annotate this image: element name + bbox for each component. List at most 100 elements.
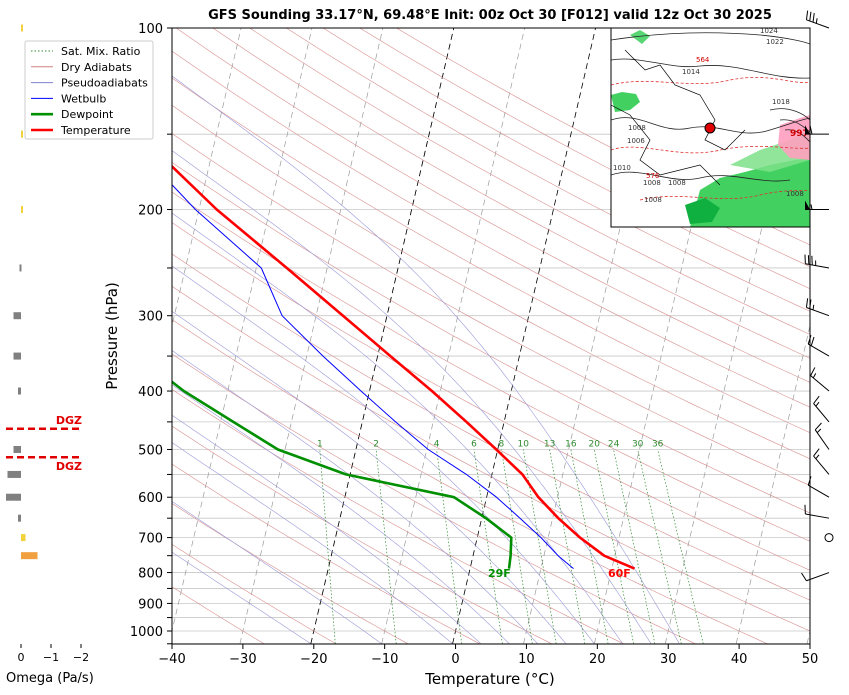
mixing-ratio-line (549, 449, 586, 644)
isotherm-line (381, 28, 526, 644)
mixing-ratio-label: 24 (608, 439, 620, 449)
mixing-ratio-label: 30 (632, 439, 644, 449)
legend: Sat. Mix. Ratio Dry Adiabats Pseudoadiabat… (24, 40, 154, 140)
x-tick-label: 0 (451, 652, 459, 667)
inset-map-precip-area (611, 92, 640, 112)
x-axis-ticks: −40 −30 −20 −10 0 10 20 30 40 50 (158, 644, 818, 667)
dry-adiabat-line (172, 253, 810, 601)
legend-box (24, 40, 154, 140)
wind-barb (807, 335, 830, 357)
x-tick-label: −40 (158, 652, 185, 667)
legend-label: Sat. Mix. Ratio (61, 45, 141, 58)
inset-map-contour-label: 1006 (627, 137, 645, 145)
x-tick-label: 40 (731, 652, 748, 667)
omega-bar (21, 534, 26, 542)
mixing-ratio-line (501, 449, 533, 644)
wind-barb (814, 422, 830, 450)
dry-adiabat-line (249, 28, 810, 335)
y-tick-label: 400 (138, 385, 163, 400)
pseudoadiabat-line (172, 75, 680, 644)
dry-adiabat-line (172, 463, 480, 644)
omega-bar (21, 130, 23, 138)
omega-bar (21, 552, 38, 560)
omega-bar (7, 470, 21, 478)
x-tick-label: −30 (229, 652, 256, 667)
dry-adiabat-line (172, 104, 810, 460)
inset-map-border (624, 49, 746, 151)
y-tick-label: 300 (138, 310, 163, 325)
inset-map-contour-label: 576 (646, 172, 660, 180)
dry-adiabat-line (322, 28, 810, 290)
y-tick-label: 500 (138, 443, 163, 458)
wind-barb (813, 395, 830, 423)
omega-bar (13, 312, 21, 320)
dry-adiabat-line (172, 389, 624, 644)
omega-bar (6, 493, 21, 501)
inset-map-thickness (611, 146, 810, 154)
mixing-ratio-label: 4 (434, 439, 440, 449)
x-tick-label: 20 (589, 652, 606, 667)
pseudoadiabat-line (172, 551, 311, 644)
surface-dewpoint-label: 29F (488, 567, 511, 580)
mixing-ratio-line (613, 449, 656, 644)
inset-map-contour-label: 1008 (628, 124, 646, 132)
isotherm-line (806, 629, 810, 644)
omega-bar (19, 264, 22, 272)
omega-tick-label: −2 (73, 651, 89, 664)
mixing-ratio-line (522, 449, 557, 644)
inset-map-contour-label: 997 (790, 129, 809, 139)
inset-map-thickness (639, 189, 810, 201)
inset-map-contour-label: 1018 (772, 98, 790, 106)
mixing-ratio-line (473, 449, 503, 644)
wind-barb (810, 367, 830, 392)
dry-adiabat-line (172, 353, 696, 644)
temperature-profile-line (172, 164, 636, 570)
inset-map-isobar (784, 129, 810, 143)
dry-adiabat-line (172, 162, 810, 514)
isotherm-line (664, 28, 809, 644)
dry-adiabat-line (286, 28, 810, 312)
pseudoadiabat-line (172, 212, 623, 644)
mixing-ratio-line (593, 449, 634, 644)
y-tick-label: 600 (138, 491, 163, 506)
omega-axis-label: Omega (Pa/s) (6, 671, 94, 686)
inset-map-precip-area (630, 30, 650, 44)
inset-map-contour-label: 1022 (766, 38, 784, 46)
mixing-ratio-label: 16 (565, 439, 577, 449)
mixing-ratio-label: 36 (652, 439, 664, 449)
inset-map-contour-label: 1008 (668, 179, 686, 187)
wind-barb (805, 125, 829, 135)
mixing-ratio-label: 1 (317, 439, 323, 449)
pseudoadiabat-line (172, 442, 453, 644)
y-tick-label: 200 (138, 204, 163, 219)
mixing-ratio-line (657, 449, 704, 644)
dry-adiabat-line (212, 28, 810, 359)
isotherm-line (594, 28, 738, 644)
inset-map-isobar (611, 32, 810, 45)
omega-panel: 0 −1 −2 DGZ DGZ (6, 24, 89, 664)
inset-map-location-marker (704, 122, 716, 134)
inset-map-contour-label: 1024 (760, 27, 778, 35)
omega-tick-label: −1 (43, 651, 59, 664)
mixing-ratio-line (570, 449, 609, 644)
chart-title: GFS Sounding 33.17°N, 69.48°E Init: 00z … (208, 8, 772, 23)
y-tick-label: 700 (138, 532, 163, 547)
omega-bar (21, 24, 23, 32)
wind-barb (805, 298, 830, 317)
inset-map-isobar (611, 58, 810, 79)
dgz-label: DGZ (56, 460, 82, 473)
wind-barbs (801, 10, 834, 582)
pseudoadiabat-line (172, 384, 510, 644)
wind-barb (804, 254, 830, 269)
plot-frame (171, 27, 811, 645)
x-tick-label: −20 (300, 652, 327, 667)
y-tick-label: 1000 (130, 625, 163, 640)
wind-barb (801, 572, 830, 582)
inset-map-contour-label: 1014 (682, 68, 700, 76)
mixing-ratio-label: 2 (373, 439, 379, 449)
isotherm-line (239, 28, 384, 644)
wind-barb-calm (824, 533, 834, 543)
omega-bar (13, 352, 21, 360)
dry-adiabat-line (172, 191, 810, 542)
